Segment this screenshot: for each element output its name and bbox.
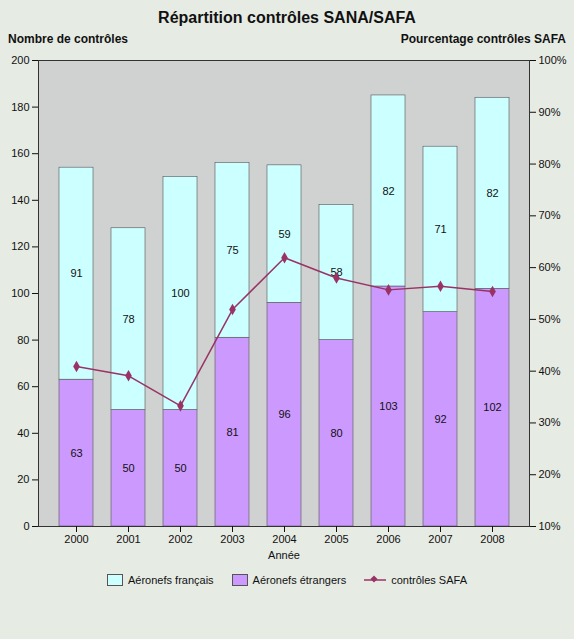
- svg-text:160: 160: [11, 147, 29, 159]
- svg-text:82: 82: [486, 187, 498, 199]
- svg-text:2001: 2001: [116, 533, 140, 545]
- svg-text:71: 71: [434, 223, 446, 235]
- svg-text:2005: 2005: [324, 533, 348, 545]
- svg-text:20%: 20%: [539, 468, 561, 480]
- svg-text:80%: 80%: [539, 158, 561, 170]
- svg-text:2007: 2007: [428, 533, 452, 545]
- svg-text:40%: 40%: [539, 365, 561, 377]
- svg-text:63: 63: [70, 447, 82, 459]
- svg-text:58: 58: [330, 266, 343, 278]
- html-text:contrôles SAFA: contrôles SAFA: [391, 574, 467, 586]
- svg-text:Année: Année: [268, 549, 300, 561]
- svg-text:90%: 90%: [539, 106, 561, 118]
- svg-text:30%: 30%: [539, 416, 561, 428]
- svg-text:0: 0: [23, 520, 29, 532]
- svg-text:2002: 2002: [168, 533, 192, 545]
- svg-text:180: 180: [11, 101, 29, 113]
- svg-text:60%: 60%: [539, 261, 561, 273]
- svg-text:100: 100: [11, 287, 29, 299]
- svg-text:70%: 70%: [539, 209, 561, 221]
- svg-text:2004: 2004: [272, 533, 296, 545]
- svg-text:40: 40: [17, 427, 29, 439]
- svg-text:80: 80: [330, 427, 342, 439]
- svg-text:102: 102: [483, 401, 501, 413]
- html-text:Aéronefs français: Aéronefs français: [128, 574, 214, 586]
- svg-text:20: 20: [17, 473, 29, 485]
- svg-text:60: 60: [17, 380, 29, 392]
- svg-text:59: 59: [278, 228, 290, 240]
- html-text:Répartition contrôles SANA/SAF: Répartition contrôles SANA/SAFA: [158, 9, 416, 26]
- svg-text:75: 75: [226, 244, 238, 256]
- svg-text:2003: 2003: [220, 533, 244, 545]
- svg-text:78: 78: [122, 313, 134, 325]
- svg-text:120: 120: [11, 240, 29, 252]
- svg-text:96: 96: [278, 408, 290, 420]
- svg-text:103: 103: [379, 400, 397, 412]
- svg-text:50: 50: [122, 462, 134, 474]
- svg-text:2000: 2000: [64, 533, 88, 545]
- svg-text:80: 80: [17, 334, 29, 346]
- svg-text:82: 82: [382, 185, 394, 197]
- svg-text:100%: 100%: [539, 54, 567, 66]
- svg-text:50%: 50%: [539, 313, 561, 325]
- html-text:Aéronefs étrangers: Aéronefs étrangers: [252, 574, 347, 586]
- svg-text:50: 50: [174, 462, 186, 474]
- svg-text:2006: 2006: [376, 533, 400, 545]
- html-text:Nombre de contrôles: Nombre de contrôles: [8, 32, 128, 46]
- html-text:Pourcentage contrôles SAFA: Pourcentage contrôles SAFA: [400, 32, 566, 46]
- svg-text:92: 92: [434, 413, 446, 425]
- svg-text:81: 81: [226, 426, 238, 438]
- svg-text:91: 91: [70, 267, 82, 279]
- svg-text:200: 200: [11, 54, 29, 66]
- svg-text:10%: 10%: [539, 520, 561, 532]
- svg-text:140: 140: [11, 194, 29, 206]
- svg-text:100: 100: [171, 287, 189, 299]
- svg-text:2008: 2008: [480, 533, 504, 545]
